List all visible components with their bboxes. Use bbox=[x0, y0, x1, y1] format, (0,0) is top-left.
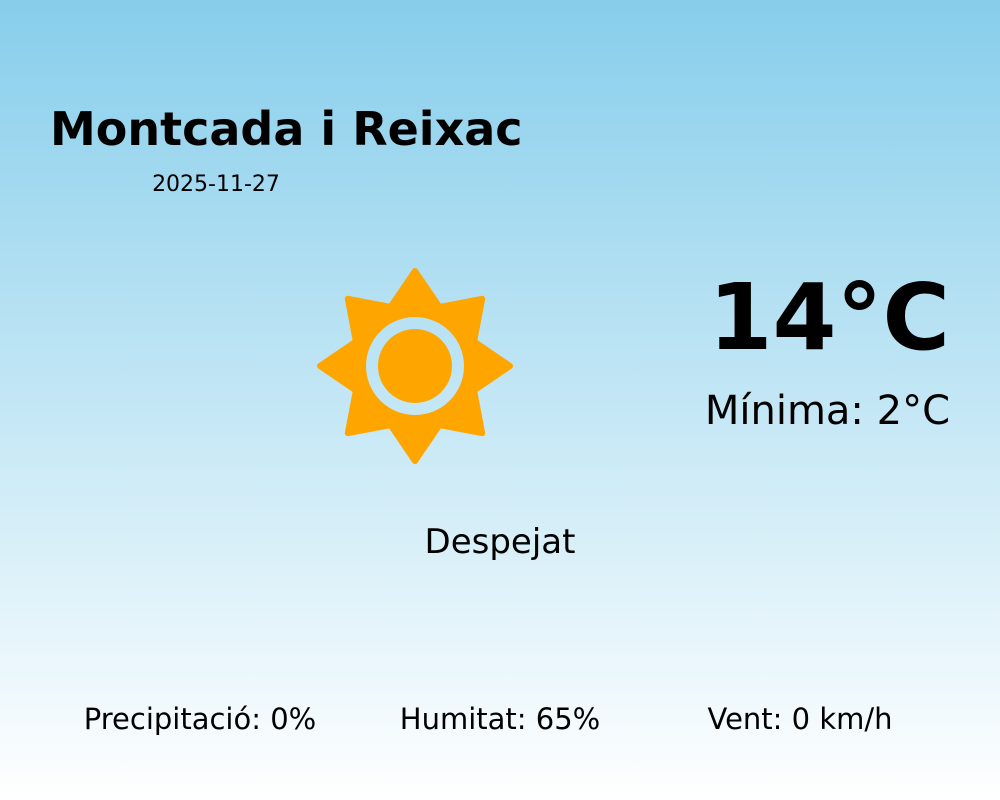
wind-stat: Vent: 0 km/h bbox=[707, 702, 893, 736]
current-temperature: 14°C bbox=[708, 264, 950, 371]
weather-condition: Despejat bbox=[424, 522, 576, 562]
precipitation-stat: Precipitació: 0% bbox=[83, 702, 317, 736]
humidity-stat: Humitat: 65% bbox=[399, 702, 601, 736]
sun-icon bbox=[317, 268, 513, 464]
forecast-date: 2025-11-27 bbox=[152, 172, 280, 197]
minimum-temperature: Mínima: 2°C bbox=[704, 388, 950, 434]
city-title: Montcada i Reixac bbox=[50, 102, 523, 156]
